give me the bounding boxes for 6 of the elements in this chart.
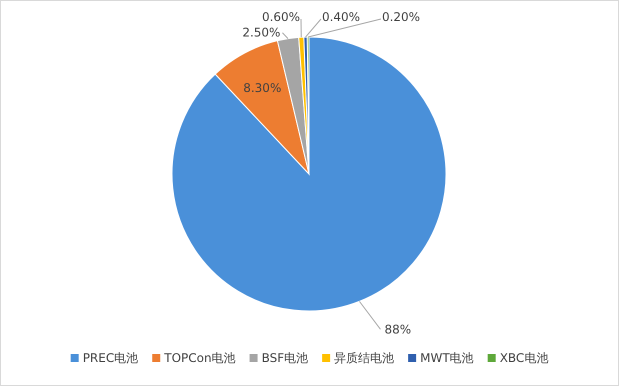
legend-label: BSF电池 <box>262 351 308 365</box>
legend-label: MWT电池 <box>420 351 474 365</box>
legend-label: PREC电池 <box>82 351 138 365</box>
legend-label: XBC电池 <box>500 351 548 365</box>
legend-label: TOPCon电池 <box>163 351 236 365</box>
legend-label: 异质结电池 <box>334 351 394 365</box>
